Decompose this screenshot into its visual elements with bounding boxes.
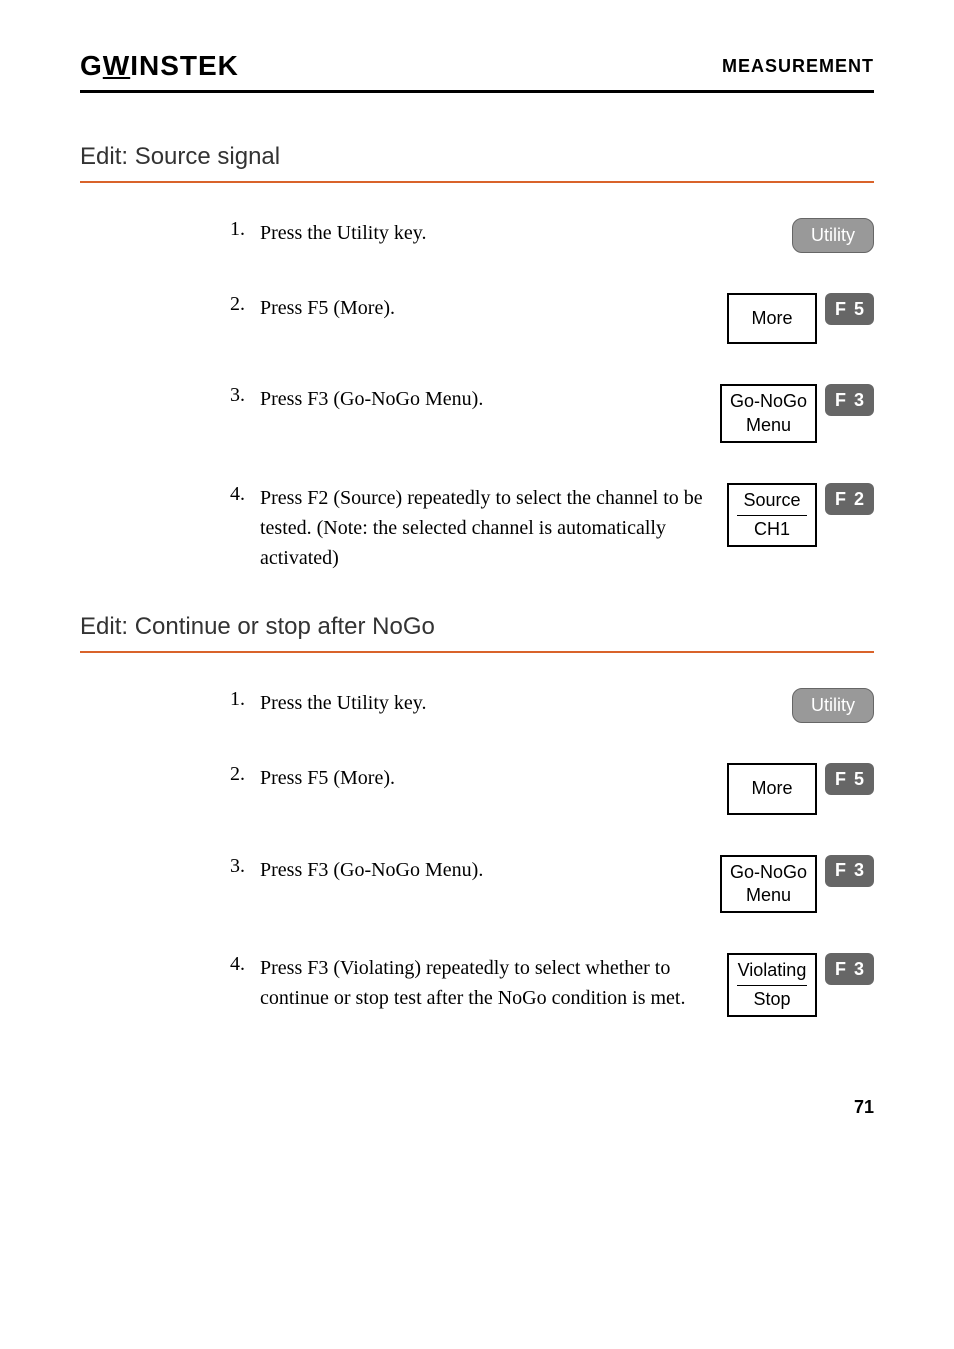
step-controls: Source CH1 F 2 [727,483,874,547]
logo-text: GWINSTEK [80,50,239,81]
step-number: 2. [230,763,260,786]
step-number: 1. [230,688,260,711]
step-text: Press the Utility key. [260,218,792,248]
fkey-button-f5[interactable]: F 5 [825,293,874,325]
step-text: Press F3 (Go-NoGo Menu). [260,384,720,414]
page-number: 71 [80,1097,874,1118]
fkey-button-f3[interactable]: F 3 [825,953,874,985]
menu-divider [737,515,807,516]
step-controls: Violating Stop F 3 [727,953,874,1017]
step-row: 4. Press F3 (Violating) repeatedly to se… [80,953,874,1017]
menu-box-source: Source CH1 [727,483,817,547]
step-text: Press F3 (Go-NoGo Menu). [260,855,720,885]
section-title-continue-stop: Edit: Continue or stop after NoGo [80,613,874,641]
utility-button[interactable]: Utility [792,688,874,723]
fkey-button-f5[interactable]: F 5 [825,763,874,795]
menu-box-gonogo: Go-NoGo Menu [720,384,817,443]
page-header: GWINSTEK MEASUREMENT [80,50,874,93]
step-number: 3. [230,855,260,878]
menu-box-violating: Violating Stop [727,953,817,1017]
step-text: Press F3 (Violating) repeatedly to selec… [260,953,727,1013]
step-controls: Go-NoGo Menu F 3 [720,855,874,914]
step-text: Press the Utility key. [260,688,792,718]
header-section-label: MEASUREMENT [722,56,874,77]
menu-box-gonogo: Go-NoGo Menu [720,855,817,914]
step-row: 3. Press F3 (Go-NoGo Menu). Go-NoGo Menu… [80,855,874,914]
menu-box-more: More [727,293,817,344]
step-controls: Go-NoGo Menu F 3 [720,384,874,443]
step-number: 4. [230,953,260,976]
step-number: 3. [230,384,260,407]
step-number: 1. [230,218,260,241]
step-row: 2. Press F5 (More). More F 5 [80,763,874,814]
fkey-button-f3[interactable]: F 3 [825,855,874,887]
step-row: 2. Press F5 (More). More F 5 [80,293,874,344]
step-controls: Utility [792,218,874,253]
step-row: 1. Press the Utility key. Utility [80,218,874,253]
utility-button[interactable]: Utility [792,218,874,253]
step-text: Press F5 (More). [260,763,727,793]
step-controls: Utility [792,688,874,723]
section-divider [80,181,874,183]
menu-box-more: More [727,763,817,814]
fkey-button-f2[interactable]: F 2 [825,483,874,515]
step-text: Press F5 (More). [260,293,727,323]
step-number: 4. [230,483,260,506]
step-text: Press F2 (Source) repeatedly to select t… [260,483,727,573]
step-controls: More F 5 [727,763,874,814]
section-divider [80,651,874,653]
step-row: 3. Press F3 (Go-NoGo Menu). Go-NoGo Menu… [80,384,874,443]
logo: GWINSTEK [80,50,239,82]
step-number: 2. [230,293,260,316]
fkey-button-f3[interactable]: F 3 [825,384,874,416]
step-row: 1. Press the Utility key. Utility [80,688,874,723]
step-row: 4. Press F2 (Source) repeatedly to selec… [80,483,874,573]
step-controls: More F 5 [727,293,874,344]
section-title-source-signal: Edit: Source signal [80,143,874,171]
menu-divider [737,985,807,986]
